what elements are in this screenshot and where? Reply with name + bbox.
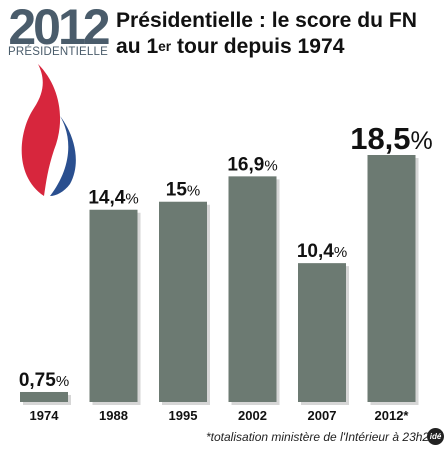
title-superscript: er [158,38,172,54]
bar-2012* [367,155,416,402]
value-label: 15% [166,180,200,201]
value-label: 10,4% [297,241,347,262]
bar-2002 [228,176,277,402]
value-label: 14,4% [88,188,138,209]
category-label: 1974 [30,408,60,423]
value-label: 18,5% [350,121,433,156]
logo-year: 2012 [8,0,110,55]
value-labels-group: 0,75% 14,4% 15% 16,9% 10,4% 18,5% [19,121,433,391]
bar-1974 [20,391,68,402]
title-au-1: au 1 [116,34,159,58]
category-label: 2002 [238,408,267,423]
logo-subtitle: PRÉSIDENTIELLE [8,46,108,58]
footnote: *totalisation ministère de l'Intérieur à… [206,430,436,444]
bar-1988 [89,209,138,402]
chart-title-line2: au 1er tour depuis 1974 [116,33,435,59]
source-badge: idé [427,428,444,445]
chart-title-line1: Présidentielle : le score du FN [116,8,417,32]
title-tour: tour depuis 1974 [171,34,345,58]
category-label: 1988 [99,408,128,423]
category-labels-group: 1974 1988 1995 2002 2007 2012* [30,408,410,423]
flame-red-icon [21,64,61,196]
chart-title: Présidentielle : le score du FN au 1er t… [116,7,435,59]
category-label: 1995 [169,408,198,423]
bars-group [20,155,419,405]
election-2012-logo: 2012 PRÉSIDENTIELLE [6,0,111,64]
fn-flame-logo-icon [21,64,76,196]
value-label: 0,75% [19,370,69,391]
category-label: 2012* [375,408,410,423]
category-label: 2007 [308,408,337,423]
value-label: 16,9% [227,154,277,175]
bar-2007 [298,263,346,402]
flame-blue-icon [50,116,76,196]
bar-1995 [159,201,207,402]
